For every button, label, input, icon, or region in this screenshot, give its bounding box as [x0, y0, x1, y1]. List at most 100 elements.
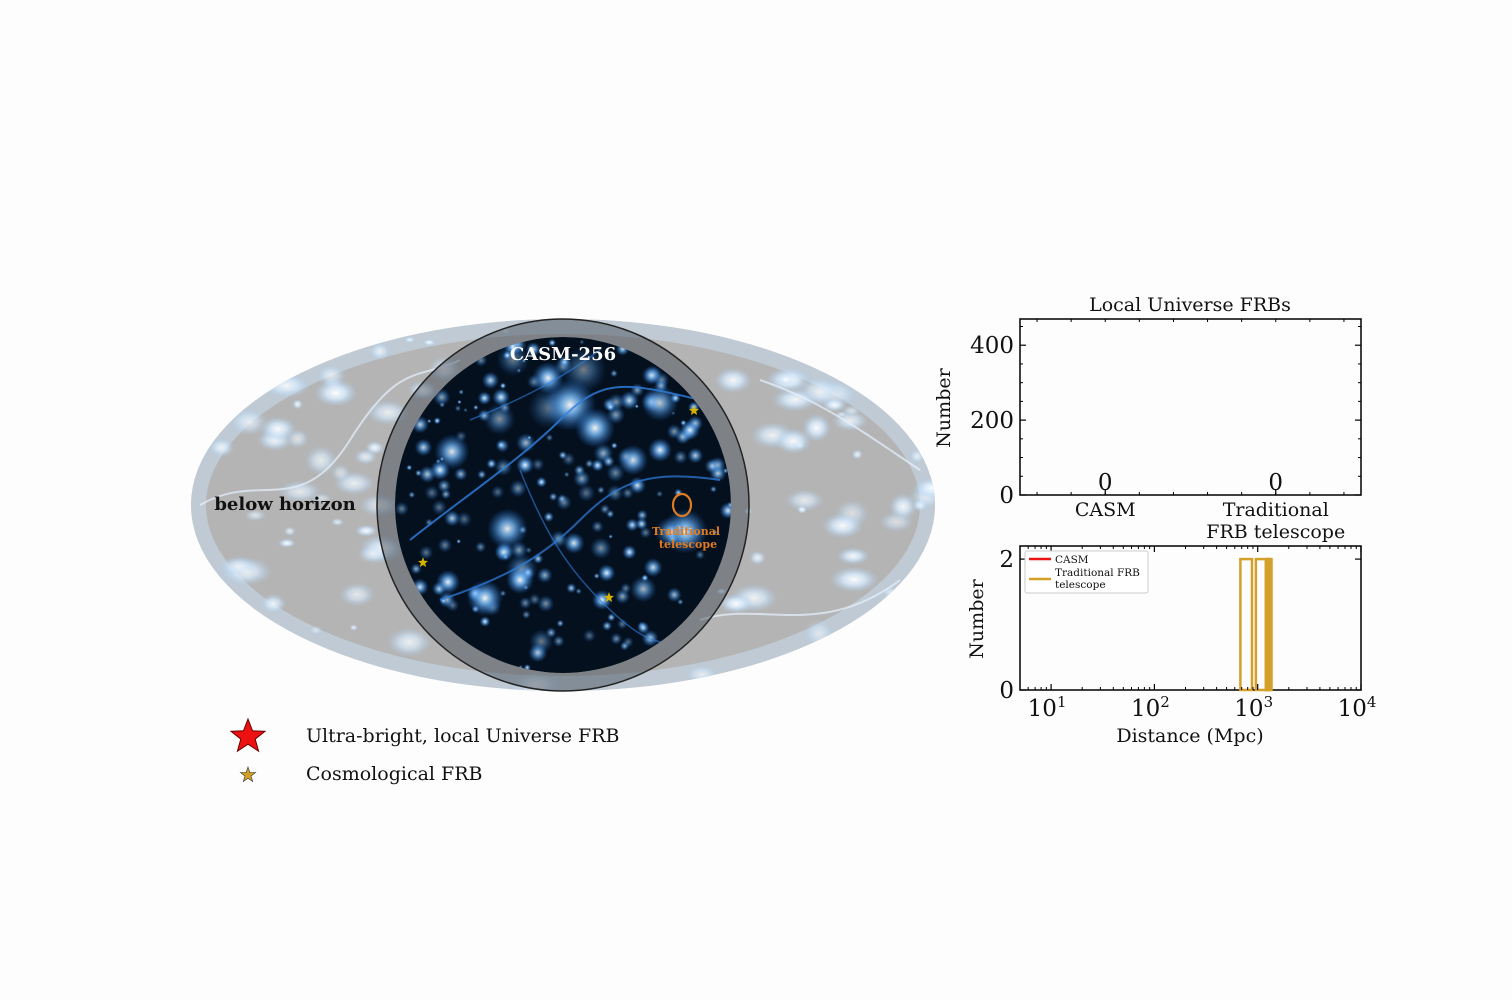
- cosmic-web-blob: [528, 643, 548, 663]
- cosmic-web-blob: [726, 501, 731, 509]
- cosmic-web-blob: [431, 499, 447, 516]
- cosmic-web-blob: [490, 485, 505, 499]
- cosmic-web-cluster: [575, 408, 615, 448]
- cosmic-web-blob: [536, 476, 547, 488]
- bar-chart-ylabel: Number: [933, 367, 955, 447]
- hist-xtick-exponent: 4: [1367, 693, 1377, 711]
- bar-category-label: FRB telescope: [1206, 521, 1345, 543]
- cosmic-web-blob: [277, 538, 296, 548]
- traditional-label-line1: Traditional: [652, 525, 720, 538]
- cosmic-web-blob: [408, 380, 438, 401]
- cosmic-web-blob: [616, 618, 628, 630]
- map-legend: Ultra-bright, local Universe FRB Cosmolo…: [229, 717, 619, 785]
- cosmic-web-blob: [434, 434, 470, 470]
- cosmic-web-blob: [803, 618, 835, 648]
- hist-xtick-base: 10: [1338, 696, 1367, 722]
- cosmic-web-cluster: [467, 580, 503, 616]
- cosmic-web-blob: [630, 383, 645, 397]
- cosmic-web-blob: [582, 629, 596, 643]
- legend-label-local-frb: Ultra-bright, local Universe FRB: [306, 725, 619, 747]
- cosmic-web-blob: [630, 575, 657, 603]
- cosmic-web-blob: [418, 545, 434, 560]
- cosmic-web-blob: [262, 373, 311, 398]
- bar-chart-title: Local Universe FRBs: [1089, 294, 1291, 316]
- cosmic-web-blob: [716, 588, 728, 595]
- cosmic-web-blob: [543, 511, 554, 523]
- cosmic-web-blob: [458, 389, 464, 395]
- bar-category-label: CASM: [1075, 499, 1136, 521]
- cosmic-web-blob: [608, 534, 613, 539]
- cosmic-web-blob: [563, 532, 585, 554]
- cosmic-web-blob: [744, 507, 752, 516]
- cosmic-web-blob: [597, 486, 605, 494]
- cosmic-web-blob: [548, 492, 558, 502]
- large-red-star-icon: [229, 717, 267, 753]
- hist-xtick-label: 103: [1234, 693, 1273, 722]
- cosmic-web-blob: [516, 368, 522, 373]
- bar-ytick-label: 0: [999, 483, 1014, 509]
- cosmic-web-blob: [309, 625, 323, 635]
- cosmic-web-blob: [610, 442, 618, 449]
- hist-xtick-label: 104: [1338, 693, 1377, 722]
- cosmic-web-blob: [437, 479, 451, 493]
- cosmic-web-blob: [456, 538, 462, 544]
- cosmic-web-blob: [556, 619, 564, 628]
- cosmic-web-blob: [552, 635, 565, 648]
- cosmic-web-blob: [424, 485, 440, 501]
- hist-xtick-label: 101: [1028, 693, 1067, 722]
- cosmic-web-blob: [557, 494, 567, 504]
- cosmic-web-blob: [406, 464, 413, 471]
- cosmic-web-blob: [610, 632, 623, 645]
- cosmic-web-blob: [357, 544, 388, 564]
- bar-chart-frame: [1019, 318, 1362, 496]
- cosmic-web-blob: [208, 437, 235, 458]
- cosmic-web-blob: [771, 387, 818, 412]
- cosmic-web-blob: [353, 449, 378, 465]
- cosmic-web-blob: [673, 450, 688, 464]
- outer-cosmic-web: [191, 319, 935, 691]
- cosmic-web-blob: [606, 484, 624, 502]
- hist-ytick-label: 0: [999, 678, 1014, 704]
- cosmic-web-blob: [610, 369, 618, 378]
- cosmic-web-blob: [278, 480, 322, 503]
- cosmic-web-blob: [292, 399, 303, 410]
- legend-casm-label: CASM: [1055, 554, 1089, 566]
- bar-value-label: 0: [1268, 470, 1283, 496]
- cosmic-web-blob: [666, 587, 682, 603]
- cosmic-web-blob: [599, 504, 611, 515]
- hist-xtick-base: 10: [1028, 696, 1057, 722]
- sky-map: CASM-256 below horizon Traditional teles…: [191, 318, 935, 692]
- hist-xtick-label: 102: [1131, 693, 1170, 722]
- cosmic-web-blob: [912, 477, 935, 499]
- cosmic-web-blob: [510, 541, 528, 559]
- cosmic-web-blob: [709, 485, 717, 493]
- cosmic-web-blob: [719, 502, 731, 520]
- cosmic-web-blob: [369, 342, 391, 361]
- cosmic-web-blob: [677, 598, 684, 606]
- bar-value-label: 0: [1098, 470, 1113, 496]
- cosmic-web-blob: [654, 517, 685, 548]
- cosmic-web-blob: [909, 448, 926, 464]
- cosmological-frb-star-icon: [418, 557, 428, 567]
- cosmic-web-blob: [496, 440, 506, 450]
- bar-chart-local-frbs: Local Universe FRBs 0 200 400 CASM Tradition…: [933, 294, 1362, 543]
- cosmic-web-blob: [433, 417, 441, 425]
- cosmic-web-blob: [473, 404, 479, 411]
- cosmic-web-blob: [486, 458, 497, 469]
- cosmic-web-blob: [477, 469, 487, 480]
- legend-traditional-line1: Traditional FRB: [1055, 567, 1140, 579]
- hist-xtick-exponent: 1: [1057, 693, 1067, 711]
- cosmic-web-blob: [502, 350, 512, 360]
- cosmic-web-blob: [889, 493, 918, 521]
- cosmic-web-blob: [219, 556, 256, 576]
- cosmic-web-blob: [403, 336, 416, 344]
- hist-xtick-exponent: 2: [1160, 693, 1170, 711]
- cosmic-web-blob: [408, 491, 416, 499]
- cosmic-web-blob: [330, 517, 345, 527]
- histogram-xlabel: Distance (Mpc): [1116, 725, 1263, 747]
- cosmic-web-cluster: [430, 460, 450, 480]
- cosmic-web-blob: [509, 671, 563, 691]
- small-gold-star-icon: [239, 766, 257, 783]
- cosmic-web-blob: [558, 355, 571, 368]
